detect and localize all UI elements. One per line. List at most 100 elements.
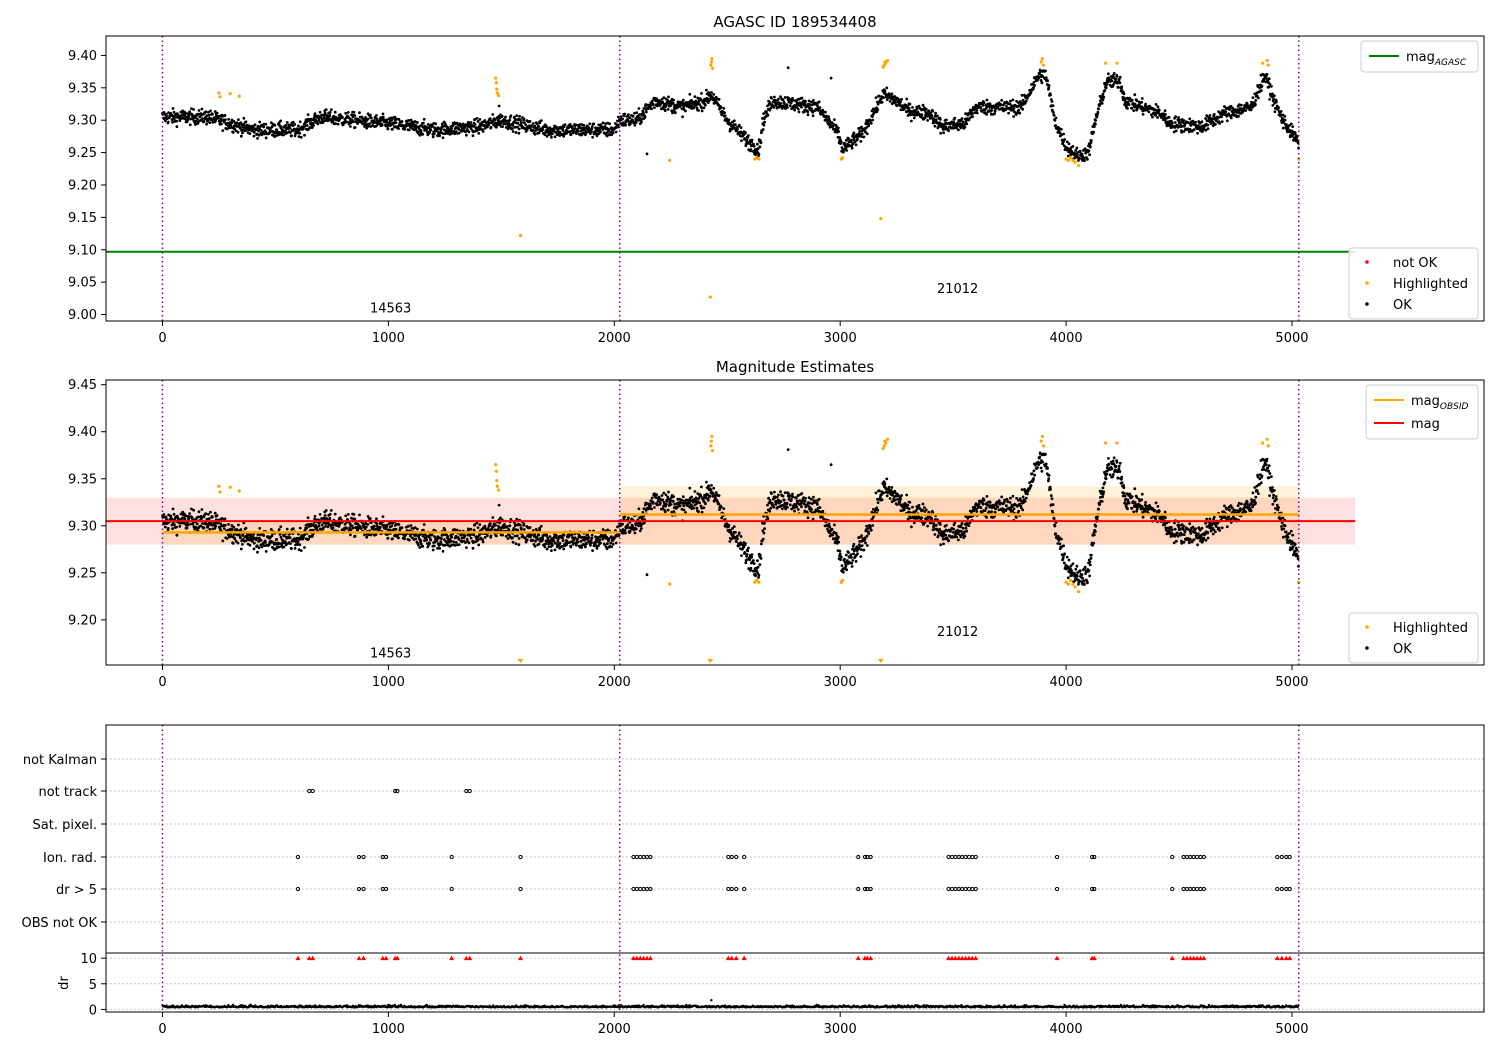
ok-point bbox=[509, 114, 513, 118]
ok-point bbox=[750, 555, 753, 559]
ok-point bbox=[284, 540, 287, 544]
ok-point bbox=[1049, 93, 1052, 97]
ok-point bbox=[464, 130, 467, 134]
ok-point bbox=[305, 124, 309, 127]
highlighted-point bbox=[1265, 59, 1269, 63]
ok-point bbox=[386, 536, 390, 540]
ok-point bbox=[461, 122, 465, 126]
ok-point bbox=[982, 101, 986, 104]
ok-point bbox=[558, 542, 562, 545]
ok-point bbox=[666, 508, 670, 512]
ok-point bbox=[539, 524, 543, 528]
ok-point bbox=[200, 508, 204, 511]
ok-point bbox=[1024, 99, 1028, 103]
ok-point bbox=[561, 539, 565, 543]
ok-point bbox=[262, 534, 266, 537]
ok-point bbox=[728, 129, 732, 133]
ok-point bbox=[273, 123, 277, 127]
ok-point bbox=[768, 509, 772, 513]
ok-point bbox=[514, 542, 518, 546]
ok-point bbox=[788, 98, 792, 101]
ok-point bbox=[682, 508, 686, 512]
ok-point bbox=[431, 548, 435, 552]
ok-point bbox=[626, 523, 630, 527]
ok-point bbox=[211, 112, 214, 116]
ok-point bbox=[504, 115, 507, 119]
ok-point bbox=[418, 133, 422, 137]
ok-point bbox=[856, 138, 859, 141]
ok-point bbox=[324, 108, 328, 111]
ok-point bbox=[779, 490, 782, 494]
ok-point bbox=[394, 121, 398, 124]
ok-point bbox=[844, 146, 848, 150]
ok-point bbox=[1268, 98, 1271, 101]
ok-point bbox=[1277, 106, 1280, 109]
ok-point bbox=[611, 542, 615, 546]
ok-point bbox=[850, 140, 853, 144]
ok-point bbox=[862, 135, 866, 139]
ok-point bbox=[779, 95, 782, 99]
ok-point bbox=[797, 110, 801, 114]
ok-point bbox=[649, 504, 652, 508]
ok-point bbox=[543, 133, 547, 137]
ok-point bbox=[407, 119, 410, 122]
ok-point bbox=[353, 517, 357, 521]
ok-point bbox=[513, 115, 516, 119]
ok-point bbox=[525, 538, 529, 542]
ok-point bbox=[334, 122, 337, 125]
ok-point bbox=[318, 110, 322, 114]
ok-point bbox=[627, 516, 630, 520]
ok-point bbox=[213, 511, 217, 515]
ok-point bbox=[692, 106, 696, 110]
ok-point bbox=[1147, 110, 1151, 114]
ok-point bbox=[1122, 92, 1126, 96]
ok-point bbox=[705, 480, 708, 484]
ok-point bbox=[1251, 96, 1255, 99]
ok-point bbox=[282, 534, 286, 538]
ok-point bbox=[1052, 111, 1055, 114]
ok-point bbox=[761, 537, 765, 541]
ok-point bbox=[562, 125, 566, 129]
ok-point bbox=[900, 97, 903, 101]
ok-point bbox=[786, 66, 790, 70]
ok-point bbox=[1040, 81, 1044, 85]
highlighted-point bbox=[518, 233, 523, 238]
ok-point bbox=[259, 539, 263, 542]
ok-point bbox=[175, 119, 179, 123]
ok-point bbox=[757, 573, 761, 577]
ok-point bbox=[469, 527, 473, 531]
ok-point bbox=[297, 124, 300, 128]
ok-point bbox=[277, 133, 281, 137]
ok-point bbox=[672, 510, 676, 513]
ok-point bbox=[375, 522, 379, 526]
ok-point bbox=[351, 120, 355, 124]
ok-point bbox=[936, 114, 939, 118]
highlighted-point bbox=[668, 158, 672, 162]
ok-point bbox=[573, 127, 577, 130]
ok-point bbox=[551, 543, 554, 547]
ok-point bbox=[1224, 110, 1228, 114]
ok-point bbox=[278, 124, 282, 128]
ok-point bbox=[455, 121, 459, 125]
ok-point bbox=[756, 565, 760, 569]
ok-point bbox=[993, 112, 996, 116]
ok-point bbox=[888, 100, 892, 103]
ok-point bbox=[391, 537, 394, 540]
ok-point bbox=[758, 553, 762, 557]
ok-point bbox=[700, 109, 704, 113]
ok-point bbox=[1275, 100, 1278, 104]
ok-point bbox=[590, 130, 593, 134]
ok-point bbox=[723, 111, 726, 115]
ok-point bbox=[1237, 114, 1240, 118]
ok-point bbox=[710, 91, 713, 94]
ok-point bbox=[1293, 131, 1297, 135]
ok-point bbox=[528, 526, 532, 529]
ok-point bbox=[207, 110, 210, 114]
ok-point bbox=[895, 104, 899, 107]
ok-point bbox=[763, 120, 766, 124]
ok-point bbox=[659, 103, 662, 107]
ok-point bbox=[289, 542, 292, 545]
ok-point bbox=[269, 121, 273, 125]
ok-point bbox=[737, 123, 741, 127]
highlighted-point bbox=[709, 63, 713, 67]
